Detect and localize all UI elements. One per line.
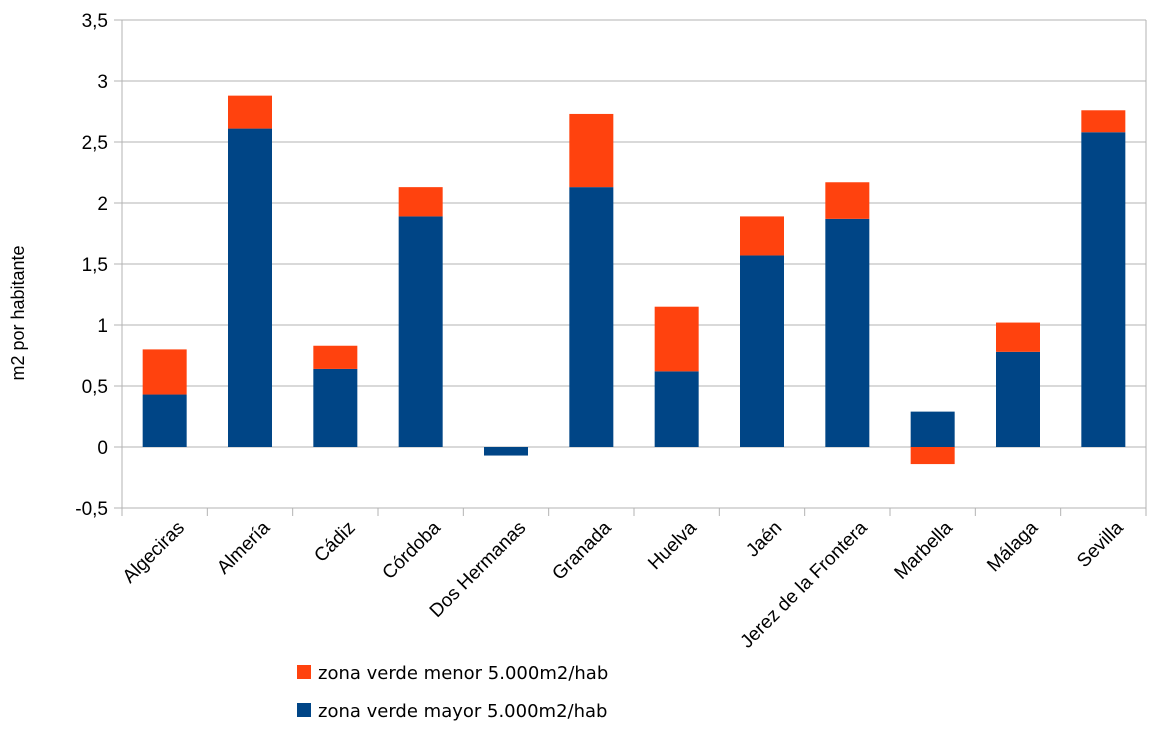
legend-label: zona verde mayor 5.000m2/hab xyxy=(318,701,607,722)
x-tick-label: Almería xyxy=(213,517,274,578)
y-axis-title: m2 por habitante xyxy=(8,245,28,380)
y-tick-label: 3 xyxy=(97,72,108,93)
y-tick-label: 0,5 xyxy=(82,377,108,398)
bar-segment xyxy=(996,351,1040,447)
bar-segment xyxy=(1081,132,1126,448)
bar-segment xyxy=(825,218,870,447)
bar-segment xyxy=(228,95,272,129)
y-tick-label: 2 xyxy=(97,194,108,215)
legend-label: zona verde menor 5.000m2/hab xyxy=(318,663,608,684)
y-tick-label: 1,5 xyxy=(82,255,108,276)
y-tick-label: 1 xyxy=(97,316,108,337)
bar-segment xyxy=(569,113,614,188)
x-tick-label: Cádiz xyxy=(310,517,359,566)
legend-swatch xyxy=(297,665,311,679)
bar-segment xyxy=(654,371,699,447)
bar-segment xyxy=(398,187,443,217)
bar-segment xyxy=(1081,110,1126,133)
x-tick-label: Marbella xyxy=(891,517,958,584)
y-tick-label: 0 xyxy=(97,438,108,459)
y-tick-label: 3,5 xyxy=(82,11,108,32)
bar-segment xyxy=(142,394,187,447)
legend-swatch xyxy=(297,703,311,717)
bar-segment xyxy=(825,182,870,219)
bar-segment xyxy=(398,216,443,447)
x-tick-label: Jaén xyxy=(742,517,786,561)
bar-segment xyxy=(484,447,528,456)
bar-segment xyxy=(740,216,784,256)
x-tick-label: Sevilla xyxy=(1073,517,1128,572)
bar-segment xyxy=(654,306,699,372)
axes xyxy=(121,20,1147,516)
bar-segment xyxy=(228,128,272,447)
bar-segment xyxy=(142,349,187,395)
bar-segment xyxy=(910,447,955,465)
x-tick-label: Huelva xyxy=(644,517,701,574)
y-tick-label: 2,5 xyxy=(82,133,108,154)
x-tick-label: Granada xyxy=(548,517,615,584)
legend: zona verde menor 5.000m2/hab zona verde m… xyxy=(297,663,608,722)
bar-segment xyxy=(569,187,614,447)
x-tick-label: Córdoba xyxy=(379,517,446,584)
x-tick-label: Algeciras xyxy=(119,517,189,587)
y-tick-label: -0,5 xyxy=(75,499,108,520)
bar-segment xyxy=(740,255,784,447)
bars xyxy=(142,95,1126,465)
x-tick-label: Málaga xyxy=(983,517,1042,576)
bar-segment xyxy=(313,368,358,447)
y-tick-labels: -0,5 0 0,5 1 1,5 2 2,5 3 3,5 xyxy=(75,11,108,520)
bar-segment xyxy=(910,411,955,447)
bar-segment xyxy=(996,322,1040,352)
bar-segment xyxy=(313,345,358,369)
grid-lines xyxy=(114,19,1146,509)
